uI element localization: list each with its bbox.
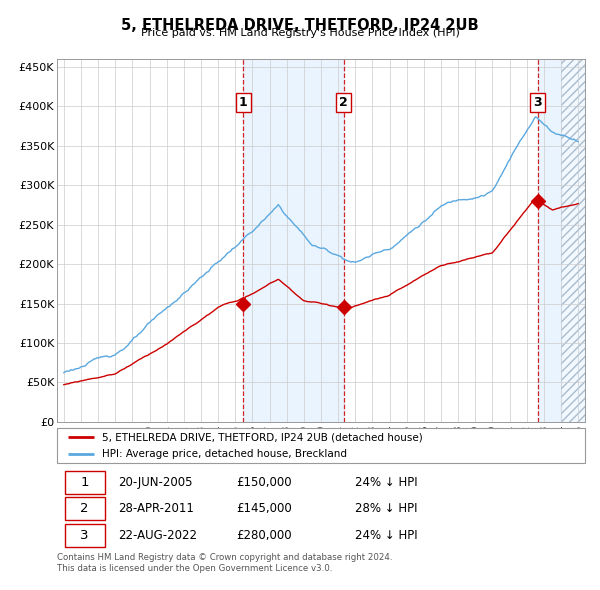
Text: HPI: Average price, detached house, Breckland: HPI: Average price, detached house, Brec… [102,448,347,458]
Text: 28-APR-2011: 28-APR-2011 [118,502,194,515]
Text: 1: 1 [80,476,89,489]
Text: 2: 2 [339,96,348,109]
Text: 24% ↓ HPI: 24% ↓ HPI [355,529,418,542]
FancyBboxPatch shape [65,525,104,548]
Text: 22-AUG-2022: 22-AUG-2022 [118,529,197,542]
Text: Contains HM Land Registry data © Crown copyright and database right 2024.
This d: Contains HM Land Registry data © Crown c… [57,553,392,573]
Text: £280,000: £280,000 [236,529,292,542]
Text: 24% ↓ HPI: 24% ↓ HPI [355,476,418,489]
Bar [561,59,585,422]
FancyBboxPatch shape [65,471,104,494]
Text: 2: 2 [80,502,89,515]
Text: 28% ↓ HPI: 28% ↓ HPI [355,502,418,515]
Text: 5, ETHELREDA DRIVE, THETFORD, IP24 2UB (detached house): 5, ETHELREDA DRIVE, THETFORD, IP24 2UB (… [102,432,422,442]
Text: 5, ETHELREDA DRIVE, THETFORD, IP24 2UB: 5, ETHELREDA DRIVE, THETFORD, IP24 2UB [121,18,479,32]
Text: 1: 1 [239,96,248,109]
Text: 3: 3 [80,529,89,542]
Text: £150,000: £150,000 [236,476,292,489]
Bar [538,59,561,422]
Text: Price paid vs. HM Land Registry's House Price Index (HPI): Price paid vs. HM Land Registry's House … [140,28,460,38]
FancyBboxPatch shape [57,428,585,463]
Bar [561,59,585,422]
Text: 20-JUN-2005: 20-JUN-2005 [118,476,192,489]
Text: 3: 3 [533,96,542,109]
FancyBboxPatch shape [65,497,104,520]
Text: £145,000: £145,000 [236,502,292,515]
Bar [243,59,344,422]
